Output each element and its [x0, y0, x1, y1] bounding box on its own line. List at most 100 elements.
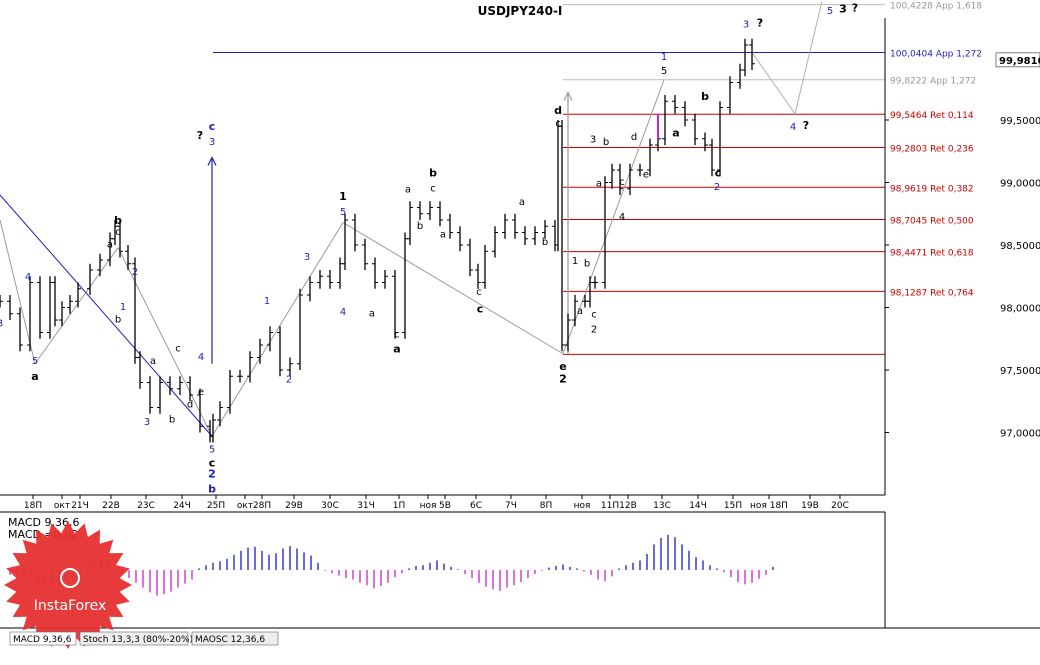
indicator-tabs: MACD 9,36,6 Stoch 13,3,3 (80%-20%) MAOSC 1… [9, 631, 279, 646]
current-price-label: 99,9810 [999, 56, 1040, 67]
wave-label: 2 [208, 468, 216, 481]
wave-label: 3 [590, 135, 596, 146]
x-tick-label: 30С [321, 501, 339, 511]
wave-label: 5 [32, 356, 38, 367]
wave-label: 1 [339, 190, 347, 203]
level-label-5: 98,9619 Ret 0,382 [890, 184, 974, 194]
y-tick-label: 97,0000 [1000, 429, 1040, 440]
projection-line [751, 1, 823, 115]
wave-label: 5 [827, 6, 833, 17]
x-tick-label: 8П [540, 501, 553, 511]
wave-label: 3 [209, 137, 215, 148]
wave-label: 2 [132, 267, 138, 278]
macd-title: MACD 9,36,6 [8, 516, 79, 529]
wave-label: a [31, 370, 38, 383]
wave-line-0 [0, 219, 36, 364]
wave-label: ? [757, 16, 763, 29]
wave-label: c [619, 177, 625, 188]
wave-label: b [208, 483, 216, 496]
wave-line-3 [211, 222, 344, 437]
wave-label: a [519, 197, 525, 208]
wave-label: 3 [839, 3, 847, 16]
wave-label: 2 [559, 373, 567, 386]
x-tick-label: 29В [285, 501, 303, 511]
logo-text: InstaForex [34, 598, 107, 614]
wave-label: a [672, 126, 679, 139]
wave-label: d [554, 104, 562, 117]
wave-label: c [115, 227, 121, 238]
x-tick-label: 31Ч [357, 501, 375, 511]
level-label-2: 99,8222 App 1,272 [890, 77, 976, 87]
wave-label: b [417, 221, 423, 232]
wave-label: c [715, 166, 722, 179]
x-tick-label: 14Ч [689, 501, 707, 511]
x-tick-label: 13С [653, 501, 671, 511]
wave-label: a [596, 178, 602, 189]
wave-label: d [631, 132, 637, 143]
x-tick-label: 18П [24, 501, 42, 511]
level-label-3: 99,5464 Ret 0,114 [890, 111, 974, 121]
x-tick-label: 11П [601, 501, 619, 511]
indicator-tab-label: Stoch 13,3,3 (80%-20%) [83, 635, 193, 645]
wave-label: d [187, 400, 193, 411]
wave-label: 1 [264, 296, 270, 307]
wave-label: a [107, 240, 113, 251]
wave-label: b [115, 315, 121, 326]
wave-label: 3 [743, 20, 749, 31]
wave-label: 2 [286, 375, 292, 386]
x-tick-label: 19В [801, 501, 819, 511]
wave-label: b [429, 166, 437, 179]
wave-label: a [405, 185, 411, 196]
wave-label: b [701, 90, 709, 103]
trend-line [0, 194, 213, 437]
y-tick-label: 99,0000 [1000, 179, 1040, 190]
wave-label: e [643, 170, 649, 181]
x-tick-label: ноя [574, 501, 591, 511]
level-label-7: 98,4471 Ret 0,618 [890, 249, 974, 259]
wave-label: b [603, 137, 609, 148]
wave-label: ? [852, 1, 858, 14]
wave-label: 3 [0, 318, 3, 329]
wave-line-1 [34, 247, 119, 365]
wave-label: 5 [340, 207, 346, 218]
instaforex-logo: InstaForex [4, 521, 132, 649]
indicator-tab [79, 631, 189, 646]
x-tick-label: 20С [831, 501, 849, 511]
wave-label: a [440, 230, 446, 241]
x-tick-label: окт [54, 501, 70, 511]
x-tick-label: 28П [253, 501, 271, 511]
indicator-tab [9, 631, 77, 646]
indicator-tab-label: MACD 9,36,6 [13, 635, 72, 645]
logo-emblem-icon [60, 568, 80, 588]
wave-label: a [150, 356, 156, 367]
arrow-head-1 [563, 91, 573, 101]
wave-label: c [209, 120, 216, 133]
wave-label: e [198, 387, 204, 398]
wave-label: e [559, 360, 566, 373]
y-tick-label: 98,5000 [1000, 241, 1040, 252]
wave-label: c [477, 303, 484, 316]
wave-label: a [369, 308, 375, 319]
wave-label: a [577, 306, 583, 317]
x-tick-label: 6С [470, 501, 482, 511]
x-tick-label: 22В [102, 501, 120, 511]
x-tick-label: окт [237, 501, 253, 511]
wave-label: 3 [144, 417, 150, 428]
level-label-0: 100,4228 App 1,618 [890, 2, 982, 12]
y-tick-label: 97,5000 [1000, 366, 1040, 377]
wave-label: 3 [304, 252, 310, 263]
indicator-tab-label: MAOSC 12,36,6 [195, 635, 265, 645]
x-tick-label: 7Ч [505, 501, 517, 511]
wave-label: c [476, 287, 482, 298]
wave-label: ? [197, 129, 203, 142]
wave-label: 4 [198, 352, 204, 363]
wave-label: c [175, 343, 181, 354]
x-tick-label: 25П [207, 501, 225, 511]
wave-label: ? [803, 119, 809, 132]
x-tick-label: 15П [724, 501, 742, 511]
x-tick-label: ноя 18П [750, 501, 788, 511]
wave-label: 1 [120, 302, 126, 313]
